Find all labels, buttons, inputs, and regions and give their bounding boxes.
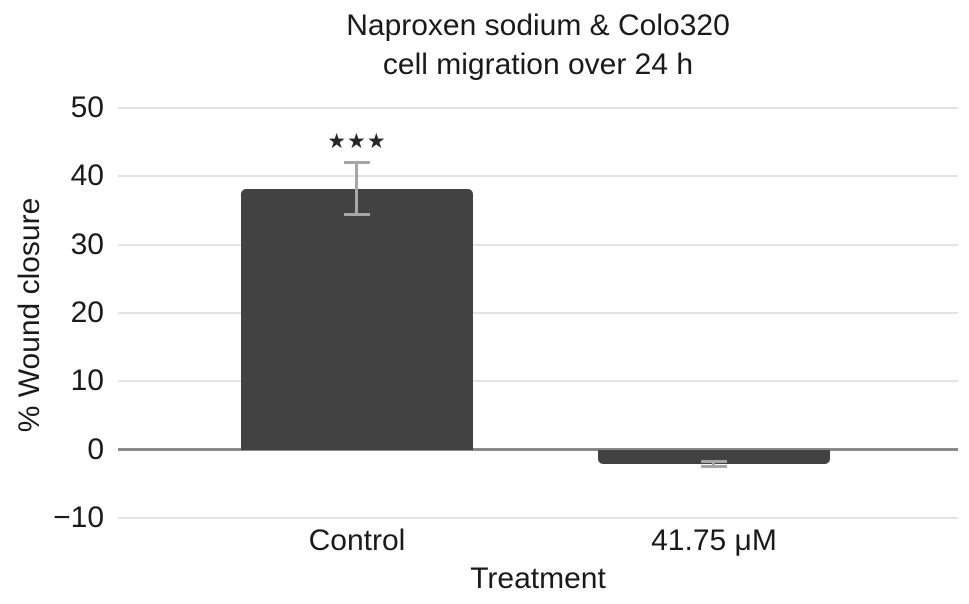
chart-title-line-1: Naproxen sodium & Colo320	[346, 9, 730, 42]
chart-title: Naproxen sodium & Colo320 cell migration…	[118, 6, 958, 84]
x-tick-label: Control	[308, 524, 406, 557]
gridline	[118, 175, 958, 178]
error-bar-cap	[343, 213, 370, 217]
y-tick-label: 50	[70, 91, 104, 124]
gridline	[118, 243, 958, 246]
y-tick-label: 10	[70, 364, 104, 398]
x-axis-title: Treatment	[470, 562, 606, 595]
bar	[597, 449, 830, 464]
significance-stars: ★★★	[327, 128, 387, 153]
y-tick-label: 20	[70, 296, 104, 329]
zero-line	[118, 448, 958, 452]
y-tick-label: 30	[70, 227, 104, 261]
chart-title-line-2: cell migration over 24 h	[382, 48, 694, 81]
error-bar	[712, 461, 716, 467]
x-tick-label: 41.75 μM	[651, 524, 777, 557]
error-bar-cap	[700, 464, 727, 468]
gridline	[118, 517, 958, 519]
y-tick-label: 0	[87, 432, 104, 466]
gridline	[118, 312, 958, 314]
error-bar	[355, 162, 359, 215]
y-tick-label: 40	[70, 159, 104, 193]
error-bar-cap	[700, 460, 727, 464]
bar	[240, 188, 473, 450]
gridline	[118, 107, 958, 109]
gridline	[118, 380, 958, 383]
error-bar-cap	[343, 161, 370, 165]
y-tick-label: −10	[53, 501, 104, 534]
